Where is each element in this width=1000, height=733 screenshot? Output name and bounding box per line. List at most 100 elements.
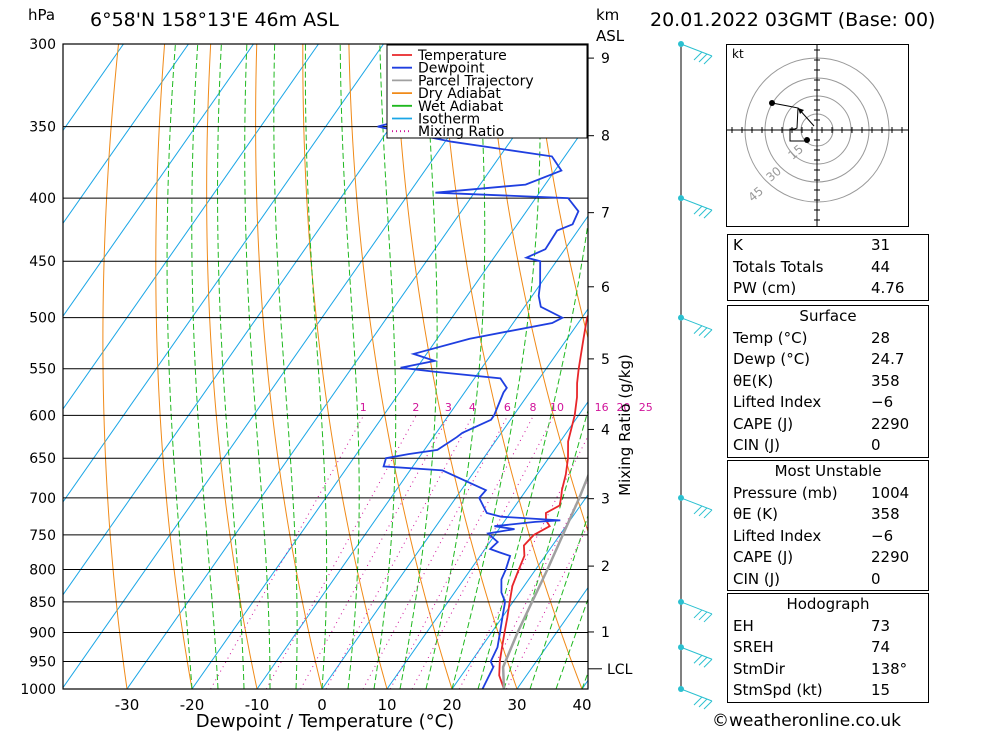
plot-frame xyxy=(62,43,589,690)
copyright: ©weatheronline.co.uk xyxy=(712,711,902,731)
wind-barb-feather xyxy=(703,658,713,668)
wind-barb xyxy=(680,43,713,57)
p-unit-label: hPa xyxy=(28,6,56,24)
pressure-tick-label: 850 xyxy=(29,595,56,611)
km-tick-label: 9 xyxy=(601,51,610,67)
wind-barb-feather xyxy=(698,207,708,217)
wet-adiabat xyxy=(451,44,541,689)
wind-barb xyxy=(680,197,713,211)
km-tick-label: 7 xyxy=(601,206,610,222)
series-parcel-trajectory xyxy=(501,472,588,689)
km-tick-label: 3 xyxy=(601,492,610,508)
isotherm-line xyxy=(63,44,384,503)
pressure-tick-label: 350 xyxy=(29,120,56,136)
wind-barb-feather xyxy=(703,613,713,623)
temperature-tick-label: -10 xyxy=(245,696,270,714)
wet-adiabat xyxy=(166,44,193,689)
dry-adiabat xyxy=(994,44,1000,689)
wind-barb xyxy=(680,688,713,702)
wind-barb-feather xyxy=(703,329,713,339)
pressure-tick-label: 450 xyxy=(29,254,56,270)
indices-table: K 31 Totals Totals 44 PW (cm) 4.76 xyxy=(727,234,929,301)
wind-barb-feather xyxy=(703,55,713,65)
mixing-ratio-line xyxy=(482,478,588,689)
surface-table: Surface Temp (°C) 28 Dewp (°C) 24.7 θE(K) 3… xyxy=(727,305,929,458)
pressure-tick-label: 800 xyxy=(29,562,56,578)
pressure-tick-label: 550 xyxy=(29,362,56,378)
mixing-ratio-line xyxy=(300,415,450,689)
wind-barb-feather xyxy=(693,696,703,706)
isotherm-line xyxy=(63,44,319,410)
wind-barb-feather xyxy=(693,325,703,335)
pressure-tick-label: 1000 xyxy=(20,682,56,698)
wet-adiabat xyxy=(503,408,588,689)
pressure-tick-label: 750 xyxy=(29,528,56,544)
km-tick-label: 5 xyxy=(601,352,610,368)
asl-label: ASL xyxy=(596,27,625,45)
mixing-ratio-line xyxy=(458,435,588,689)
hodograph: kt 15 30 45 xyxy=(726,44,909,227)
wind-barb-feather xyxy=(693,654,703,664)
mixing-ratio-label: 6 xyxy=(504,401,511,414)
wind-barb xyxy=(680,497,713,511)
legend-entry: Temperature xyxy=(417,48,507,64)
isotherm-line xyxy=(126,44,579,689)
wind-barb-feather xyxy=(693,505,703,515)
mixing-ratio-label: 25 xyxy=(639,401,653,414)
wind-barb-feather xyxy=(698,698,708,708)
temperature-tick-label: 0 xyxy=(317,696,327,714)
temperature-tick-label: 40 xyxy=(572,696,591,714)
wind-barb-feather xyxy=(703,700,713,710)
km-tick-label: 2 xyxy=(601,559,610,575)
mixing-ratio-label: 8 xyxy=(530,401,537,414)
wet-adiabat xyxy=(191,44,219,689)
hodograph-table: Hodograph EH 73 SREH 74 StmDir 138° StmSpd … xyxy=(727,593,929,703)
mixing-ratio-label: 1 xyxy=(360,401,367,414)
wet-adiabat xyxy=(373,44,397,689)
isotherm-line xyxy=(451,493,588,689)
km-unit-label: km xyxy=(596,6,620,24)
series-dewpoint xyxy=(377,44,580,689)
mixing-ratio-line xyxy=(411,415,555,689)
isotherm-line xyxy=(63,44,254,318)
pressure-tick-label: 900 xyxy=(29,626,56,642)
legend-entry: Wet Adiabat xyxy=(418,99,504,115)
wind-barb-feather xyxy=(698,53,708,63)
pressure-tick-label: 950 xyxy=(29,655,56,671)
header-datetime: 20.01.2022 03GMT (Base: 00) xyxy=(650,9,936,31)
lcl-label: LCL xyxy=(607,662,633,678)
dry-adiabat xyxy=(532,44,588,340)
hodograph-unit-label: kt xyxy=(732,47,744,61)
legend-entry: Dry Adiabat xyxy=(418,86,501,102)
pressure-tick-label: 650 xyxy=(29,451,56,467)
pressure-tick-label: 300 xyxy=(29,37,56,53)
wind-barb xyxy=(680,601,713,615)
pressure-tick-label: 600 xyxy=(29,408,56,424)
series-temperature xyxy=(498,314,588,689)
wind-barb-feather xyxy=(698,656,708,666)
km-tick-label: 4 xyxy=(601,422,610,438)
mixing-ratio-label: 2 xyxy=(412,401,419,414)
wet-adiabat xyxy=(244,44,271,689)
dry-adiabat xyxy=(206,44,258,689)
wind-barb-feather xyxy=(698,611,708,621)
pressure-tick-label: 400 xyxy=(29,191,56,207)
wet-adiabat xyxy=(273,44,298,689)
isotherm-line xyxy=(321,308,588,689)
mixing-ratio-label: 20 xyxy=(616,401,630,414)
legend-entry: Mixing Ratio xyxy=(418,124,504,140)
isotherm-line xyxy=(63,44,449,596)
hodograph-trace xyxy=(771,102,808,142)
wind-barb-feather xyxy=(698,327,708,337)
wind-barb-feather xyxy=(693,609,703,619)
wet-adiabat xyxy=(339,44,360,689)
dry-adiabat xyxy=(255,44,323,689)
pressure-tick-label: 500 xyxy=(29,311,56,327)
mixing-ratio-axis-label: Mixing Ratio (g/kg) xyxy=(616,354,634,496)
wind-barb xyxy=(680,317,713,331)
isotherm-line xyxy=(191,122,588,689)
temperature-tick-label: 10 xyxy=(377,696,396,714)
isotherm-line xyxy=(386,400,588,689)
